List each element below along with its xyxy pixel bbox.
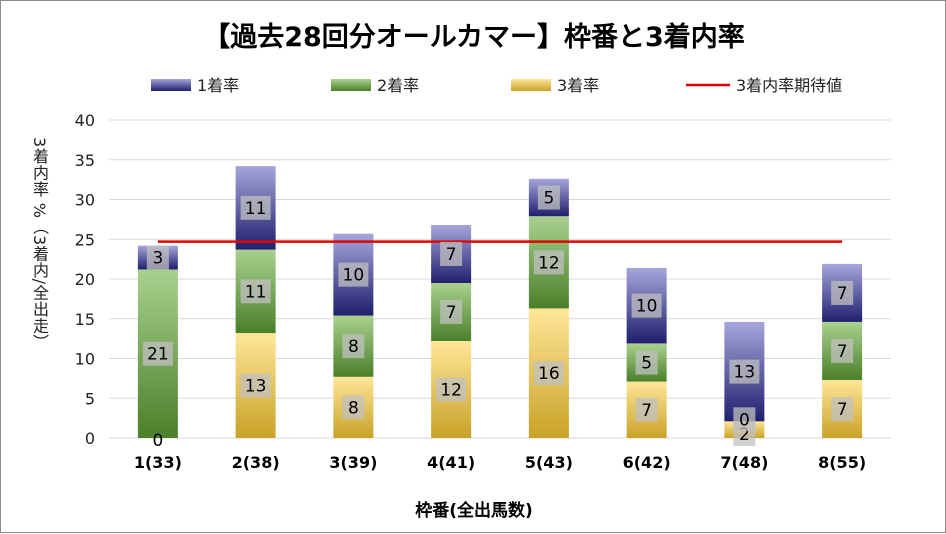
y-tick-label: 0: [85, 429, 95, 448]
data-label-box: [436, 377, 467, 402]
data-label: 7: [837, 400, 848, 420]
x-tick-label: 6(42): [623, 453, 671, 472]
data-label: 7: [837, 342, 848, 362]
y-tick-label: 15: [75, 310, 95, 329]
y-tick-label: 5: [85, 389, 95, 408]
y-ticks: 0 5 10 15 20 25 30 35 40: [75, 111, 95, 448]
data-label: 13: [245, 377, 267, 397]
data-label-box: [342, 395, 365, 420]
data-label-box: [146, 245, 169, 270]
x-tick-label: 3(39): [329, 453, 377, 472]
data-label: 11: [245, 282, 267, 302]
data-label: 16: [538, 364, 560, 384]
data-label-box: [729, 359, 760, 384]
data-label-box: [631, 293, 662, 318]
data-label: 0: [152, 431, 163, 451]
data-label: 13: [734, 363, 756, 383]
data-label-box: [240, 279, 271, 304]
data-label: 0: [739, 410, 750, 430]
legend-swatch-first: [151, 79, 191, 91]
legend: 1着率 2着率 3着率 3着内率期待値: [151, 76, 842, 95]
legend-label: 3着内率期待値: [736, 76, 842, 95]
data-label-box: [440, 299, 463, 324]
data-label: 3: [152, 249, 163, 269]
data-label: 7: [837, 284, 848, 304]
y-axis-label: 3着内率 %（3着内/全出走）: [30, 137, 49, 351]
data-label-box: [142, 341, 173, 366]
y-tick-label: 40: [75, 111, 95, 130]
data-label-box: [533, 250, 564, 275]
data-label-box: [533, 361, 564, 386]
data-label: 5: [543, 189, 554, 209]
legend-label: 1着率: [197, 76, 239, 95]
data-label: 2: [739, 425, 750, 445]
legend-label: 2着率: [377, 76, 419, 95]
data-label-box: [240, 373, 271, 398]
data-label: 12: [440, 381, 462, 401]
x-tick-label: 7(48): [720, 453, 768, 472]
chart-title: 【過去28回分オールカマー】枠番と3着内率: [203, 22, 745, 53]
grid: [109, 119, 891, 439]
x-tick-label: 2(38): [232, 453, 280, 472]
x-ticks: 1(33) 2(38) 3(39) 4(41) 5(43) 6(42) 7(48) 8(55): [134, 453, 866, 472]
y-tick-label: 10: [75, 350, 95, 369]
data-label: 10: [343, 266, 365, 286]
data-label: 5: [641, 353, 652, 373]
x-tick-label: 1(33): [134, 453, 182, 472]
data-label: 10: [636, 297, 658, 317]
data-label: 21: [147, 345, 169, 365]
data-label-box: [240, 195, 271, 220]
data-label: 7: [446, 303, 457, 323]
y-tick-label: 25: [75, 230, 95, 249]
y-tick-label: 30: [75, 191, 95, 210]
data-label-box: [635, 350, 658, 375]
data-label-box: [733, 407, 756, 432]
data-label-box: [831, 338, 854, 363]
x-tick-label: 8(55): [818, 453, 866, 472]
data-label: 7: [446, 245, 457, 265]
x-axis-label: 枠番(全出馬数): [415, 501, 533, 521]
x-tick-label: 5(43): [525, 453, 573, 472]
x-tick-label: 4(41): [427, 453, 475, 472]
legend-swatch-second: [331, 79, 371, 91]
legend-label: 3着率: [557, 76, 599, 95]
data-label: 8: [348, 337, 359, 357]
y-tick-label: 35: [75, 151, 95, 170]
data-label-box: [831, 280, 854, 305]
data-label: 12: [538, 253, 560, 273]
legend-swatch-third: [511, 79, 551, 91]
data-label-box: [440, 241, 463, 266]
data-label-box: [342, 334, 365, 359]
data-label-box: [537, 185, 560, 210]
data-label: 8: [348, 398, 359, 418]
data-label-box: [831, 396, 854, 421]
data-label: 11: [245, 199, 267, 219]
data-label-box: [635, 397, 658, 422]
data-label: 7: [641, 401, 652, 421]
data-label-box: [338, 262, 369, 287]
y-tick-label: 20: [75, 270, 95, 289]
